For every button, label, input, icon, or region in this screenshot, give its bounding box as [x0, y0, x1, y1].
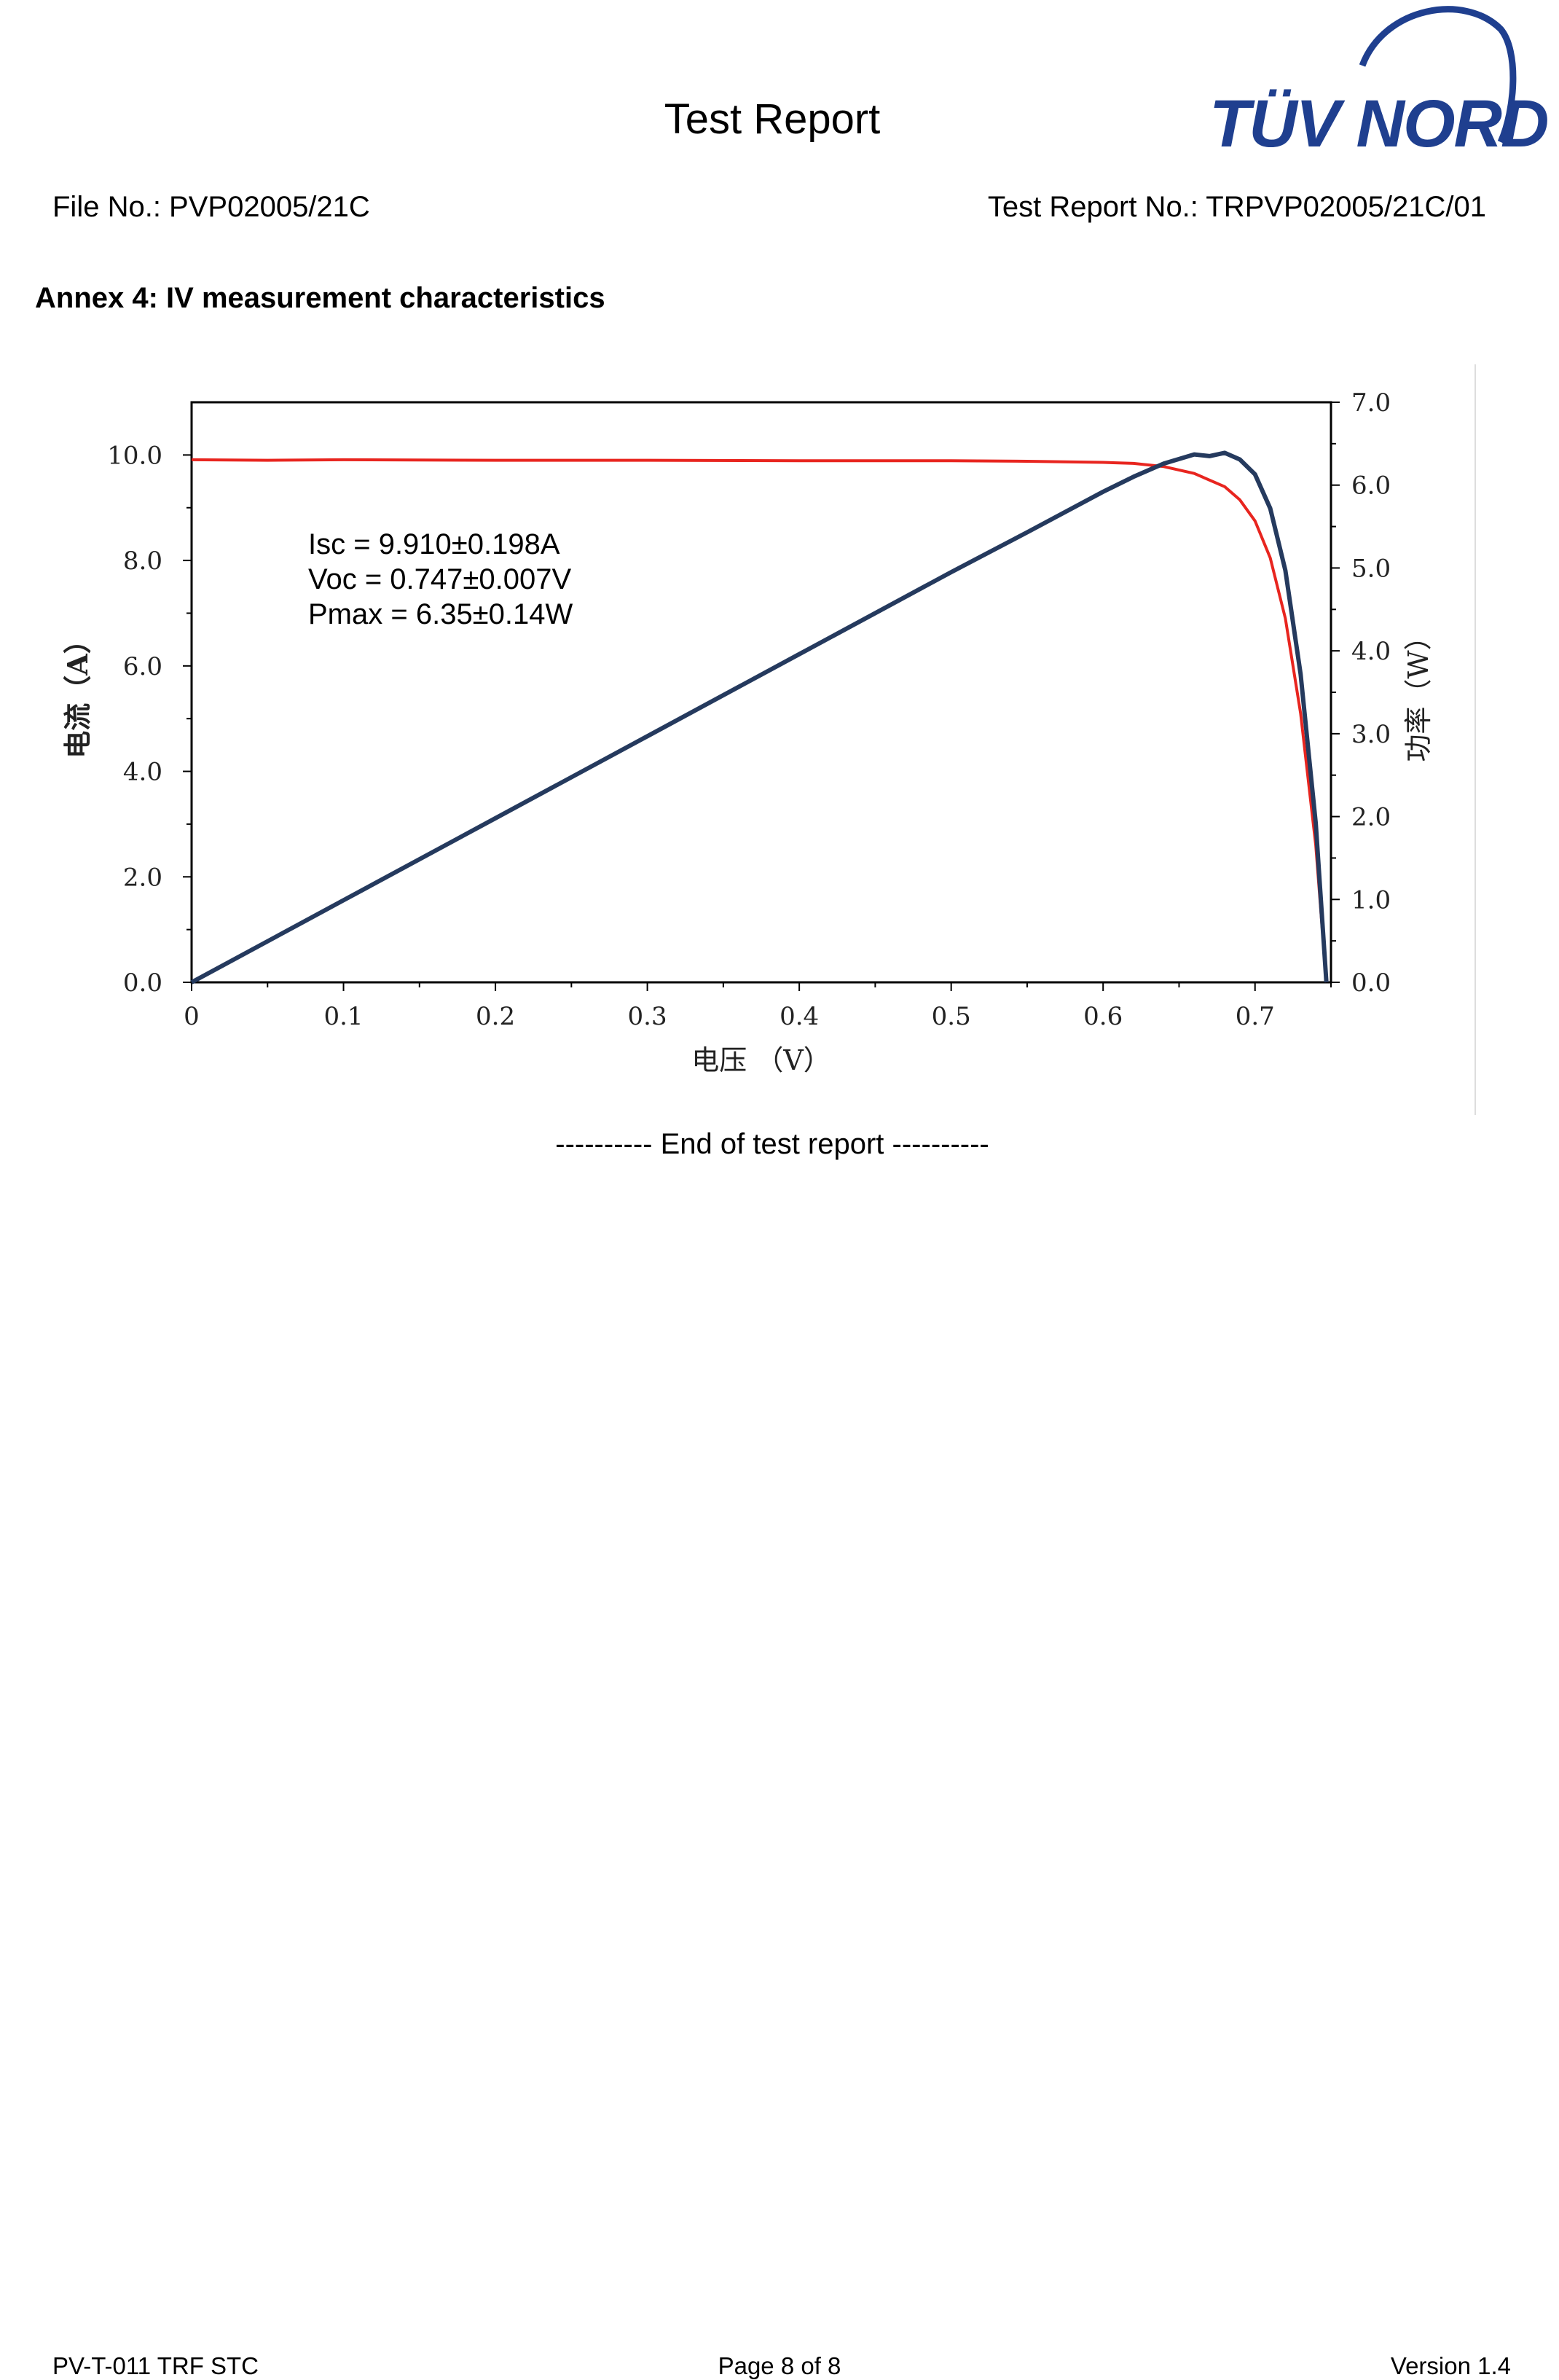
footer-page-number: Page 8 of 8: [718, 2352, 841, 2379]
iv-chart: 0 0.1 0.2 0.3 0.4 0.5 0.6 0.7 0.0 2.0 4.0 6.0 8.0 10.…: [44, 364, 1486, 1130]
report-number: Test Report No.: TRPVP02005/21C/01: [987, 191, 1486, 223]
x-tick-label: 0: [184, 1002, 200, 1031]
y-left-tick-label: 10.0: [107, 441, 162, 470]
x-axis-label: 电压 （V）: [691, 1044, 831, 1076]
file-number: File No.: PVP02005/21C: [52, 191, 370, 223]
annotation-text: Isc = 9.910±0.198A: [308, 528, 560, 560]
y-left-tick-label: 4.0: [123, 758, 162, 787]
y-right-tick-label: 0.0: [1351, 968, 1391, 998]
y-left-axis-label: 电流（A）: [61, 626, 94, 758]
x-tick-label: 0.6: [1083, 1002, 1123, 1031]
y-right-tick-label: 6.0: [1351, 471, 1391, 501]
y-right-axis-label: 功率（W）: [1402, 622, 1434, 762]
y-right-tick-label: 1.0: [1351, 885, 1391, 915]
page-title: Test Report: [664, 95, 881, 143]
y-left-tick-label: 8.0: [123, 547, 162, 576]
plot-frame: [190, 401, 1332, 984]
annotation-text: Pmax = 6.35±0.14W: [308, 598, 573, 630]
y-right-tick-label: 3.0: [1351, 720, 1391, 749]
y-right-tick-label: 5.0: [1351, 554, 1391, 583]
x-tick-label: 0.1: [323, 1002, 363, 1031]
logo-text: TÜV NORD: [1209, 87, 1549, 161]
y-left-tick-label: 2.0: [123, 863, 162, 892]
annotation-text: Voc = 0.747±0.007V: [308, 563, 571, 595]
x-tick-label: 0.2: [476, 1002, 515, 1031]
x-tick-label: 0.4: [780, 1002, 819, 1031]
power-series-line: [190, 450, 1329, 985]
x-tick-label: 0.3: [628, 1002, 667, 1031]
y-right-tick-label: 2.0: [1351, 803, 1391, 832]
logo-arc-icon: [1359, 6, 1517, 144]
x-tick-label: 0.7: [1236, 1002, 1275, 1031]
current-series-line: [191, 458, 1328, 983]
section-heading: Annex 4: IV measurement characteristics: [35, 282, 605, 314]
iv-chart-svg: 0 0.1 0.2 0.3 0.4 0.5 0.6 0.7 0.0 2.0 4.0 6.0 8.0 10.…: [61, 364, 1476, 1115]
x-tick-label: 0.5: [932, 1002, 971, 1031]
footer-version: Version 1.4: [1390, 2352, 1511, 2379]
end-of-report-line: ---------- End of test report ----------: [555, 1128, 989, 1160]
y-left-tick-label: 0.0: [123, 968, 162, 998]
tuv-nord-logo: TÜV NORD: [1209, 0, 1549, 161]
footer-form-id: PV-T-011 TRF STC: [52, 2352, 259, 2379]
y-left-tick-label: 6.0: [123, 652, 162, 681]
y-right-tick-label: 4.0: [1351, 637, 1391, 666]
y-right-tick-label: 7.0: [1351, 388, 1391, 418]
